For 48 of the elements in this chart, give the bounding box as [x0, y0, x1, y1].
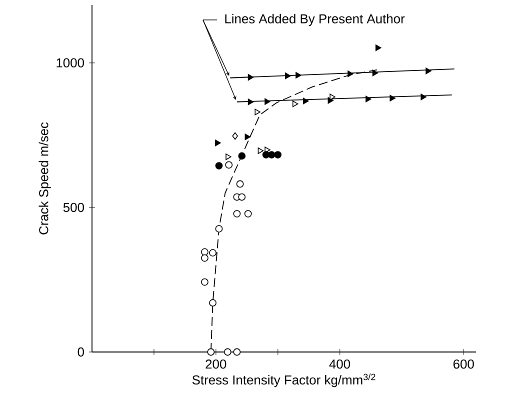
- point: [209, 249, 216, 256]
- point: [238, 152, 246, 160]
- point: [248, 74, 254, 81]
- y-tick-label: 500: [63, 202, 84, 212]
- point: [207, 348, 215, 356]
- x-tick-label: 200: [206, 360, 226, 369]
- point: [330, 94, 336, 100]
- x-tick-label: 600: [453, 360, 474, 369]
- point: [285, 72, 291, 80]
- point: [233, 348, 241, 356]
- x-tick-label: 400: [329, 360, 350, 369]
- point: [274, 151, 282, 158]
- point: [215, 162, 223, 170]
- x-axis-title: Stress Intensity Factor kg/mm$^{3/2}$: [192, 374, 376, 388]
- point: [296, 72, 302, 79]
- point: [244, 134, 251, 140]
- point: [233, 210, 241, 218]
- point: [225, 161, 233, 169]
- point: [268, 151, 276, 158]
- point: [215, 140, 221, 146]
- point: [426, 68, 432, 74]
- point: [244, 210, 252, 218]
- point: [201, 278, 208, 286]
- point: [366, 96, 372, 102]
- point: [292, 100, 298, 108]
- y-tick-label: 1000: [56, 58, 84, 68]
- point: [236, 180, 244, 188]
- point: [209, 299, 216, 307]
- point: [303, 98, 309, 104]
- point: [264, 98, 270, 105]
- point: [215, 225, 223, 232]
- annotation: Lines Added By Present Author: [225, 14, 405, 26]
- point: [258, 147, 264, 154]
- point: [224, 348, 232, 356]
- point: [238, 193, 246, 201]
- point: [232, 132, 238, 140]
- point: [226, 154, 232, 160]
- y-axis-title: Crack Speed m/sec: [38, 122, 51, 234]
- y-tick-label: 0: [78, 347, 84, 357]
- point: [420, 94, 426, 100]
- point: [201, 248, 208, 256]
- point: [201, 254, 208, 262]
- point: [372, 70, 378, 76]
- point: [375, 44, 382, 52]
- point: [254, 108, 260, 116]
- point: [390, 94, 396, 102]
- point: [248, 98, 254, 106]
- point: [348, 70, 354, 78]
